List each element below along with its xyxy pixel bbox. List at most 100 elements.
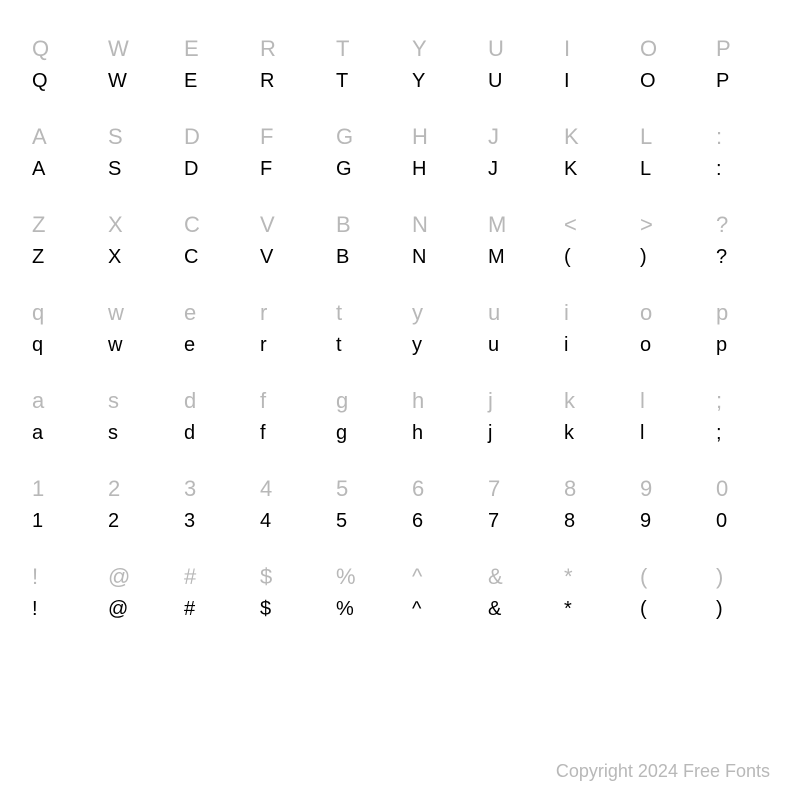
sample-glyph: S bbox=[108, 158, 122, 184]
glyph-cell: ZZ bbox=[20, 206, 96, 294]
glyph-cell: BB bbox=[324, 206, 400, 294]
reference-char: w bbox=[108, 300, 124, 326]
sample-glyph: O bbox=[640, 70, 656, 96]
glyph-cell: (( bbox=[628, 558, 704, 646]
reference-char: G bbox=[336, 124, 353, 150]
sample-glyph: ) bbox=[716, 598, 723, 624]
reference-char: W bbox=[108, 36, 129, 62]
glyph-cell: !! bbox=[20, 558, 96, 646]
sample-glyph: A bbox=[32, 158, 46, 184]
glyph-cell: gg bbox=[324, 382, 400, 470]
glyph-cell: ;; bbox=[704, 382, 780, 470]
reference-char: X bbox=[108, 212, 123, 238]
glyph-cell: DD bbox=[172, 118, 248, 206]
glyph-cell: 33 bbox=[172, 470, 248, 558]
reference-char: O bbox=[640, 36, 657, 62]
sample-glyph: j bbox=[488, 422, 493, 448]
reference-char: R bbox=[260, 36, 276, 62]
reference-char: % bbox=[336, 564, 356, 590]
glyph-cell: ww bbox=[96, 294, 172, 382]
glyph-cell: ?? bbox=[704, 206, 780, 294]
reference-char: D bbox=[184, 124, 200, 150]
glyph-cell: ii bbox=[552, 294, 628, 382]
glyph-cell: EE bbox=[172, 30, 248, 118]
reference-char: s bbox=[108, 388, 119, 414]
sample-glyph: W bbox=[108, 70, 127, 96]
reference-char: u bbox=[488, 300, 500, 326]
reference-char: C bbox=[184, 212, 200, 238]
reference-char: 6 bbox=[412, 476, 424, 502]
sample-glyph: 6 bbox=[412, 510, 424, 536]
glyph-cell: 88 bbox=[552, 470, 628, 558]
reference-char: t bbox=[336, 300, 342, 326]
glyph-cell: TT bbox=[324, 30, 400, 118]
reference-char: N bbox=[412, 212, 428, 238]
sample-glyph: ? bbox=[716, 246, 728, 272]
reference-char: L bbox=[640, 124, 652, 150]
reference-char: 5 bbox=[336, 476, 348, 502]
glyph-cell: ## bbox=[172, 558, 248, 646]
reference-char: F bbox=[260, 124, 273, 150]
glyph-cell: VV bbox=[248, 206, 324, 294]
glyph-cell: CC bbox=[172, 206, 248, 294]
reference-char: I bbox=[564, 36, 570, 62]
glyph-cell: pp bbox=[704, 294, 780, 382]
reference-char: d bbox=[184, 388, 196, 414]
glyph-cell: 00 bbox=[704, 470, 780, 558]
sample-glyph: C bbox=[184, 246, 199, 272]
sample-glyph: Y bbox=[412, 70, 426, 96]
glyph-cell: GG bbox=[324, 118, 400, 206]
glyph-cell: PP bbox=[704, 30, 780, 118]
glyph-cell: 22 bbox=[96, 470, 172, 558]
glyph-cell: QQ bbox=[20, 30, 96, 118]
glyph-cell: RR bbox=[248, 30, 324, 118]
sample-glyph: d bbox=[184, 422, 196, 448]
reference-char: 8 bbox=[564, 476, 576, 502]
reference-char: M bbox=[488, 212, 506, 238]
reference-char: U bbox=[488, 36, 504, 62]
sample-glyph: : bbox=[716, 158, 722, 184]
sample-glyph: r bbox=[260, 334, 267, 360]
reference-char: a bbox=[32, 388, 44, 414]
sample-glyph: Z bbox=[32, 246, 45, 272]
sample-glyph: I bbox=[564, 70, 570, 96]
glyph-cell: oo bbox=[628, 294, 704, 382]
reference-char: e bbox=[184, 300, 196, 326]
glyph-cell: jj bbox=[476, 382, 552, 470]
reference-char: o bbox=[640, 300, 652, 326]
reference-char: g bbox=[336, 388, 348, 414]
glyph-cell: ll bbox=[628, 382, 704, 470]
sample-glyph: X bbox=[108, 246, 122, 272]
sample-glyph: % bbox=[336, 598, 354, 624]
glyph-cell: SS bbox=[96, 118, 172, 206]
reference-char: ^ bbox=[412, 564, 422, 590]
reference-char: E bbox=[184, 36, 199, 62]
sample-glyph: $ bbox=[260, 598, 272, 624]
glyph-cell: WW bbox=[96, 30, 172, 118]
sample-glyph: M bbox=[488, 246, 505, 272]
reference-char: i bbox=[564, 300, 569, 326]
reference-char: J bbox=[488, 124, 499, 150]
sample-glyph: o bbox=[640, 334, 652, 360]
glyph-cell: )) bbox=[704, 558, 780, 646]
sample-glyph: T bbox=[336, 70, 349, 96]
glyph-cell: :: bbox=[704, 118, 780, 206]
glyph-cell: rr bbox=[248, 294, 324, 382]
reference-char: k bbox=[564, 388, 575, 414]
reference-char: 3 bbox=[184, 476, 196, 502]
sample-glyph: # bbox=[184, 598, 196, 624]
reference-char: p bbox=[716, 300, 728, 326]
glyph-cell: tt bbox=[324, 294, 400, 382]
reference-char: y bbox=[412, 300, 423, 326]
sample-glyph: t bbox=[336, 334, 342, 360]
character-map-grid: QQWWEERRTTYYUUIIOOPPAASSDDFFGGHHJJKKLL::… bbox=[20, 30, 780, 646]
glyph-cell: uu bbox=[476, 294, 552, 382]
sample-glyph: g bbox=[336, 422, 348, 448]
sample-glyph: 2 bbox=[108, 510, 120, 536]
reference-char: V bbox=[260, 212, 275, 238]
reference-char: Q bbox=[32, 36, 49, 62]
sample-glyph: R bbox=[260, 70, 275, 96]
glyph-cell: 77 bbox=[476, 470, 552, 558]
reference-char: # bbox=[184, 564, 196, 590]
sample-glyph: B bbox=[336, 246, 350, 272]
